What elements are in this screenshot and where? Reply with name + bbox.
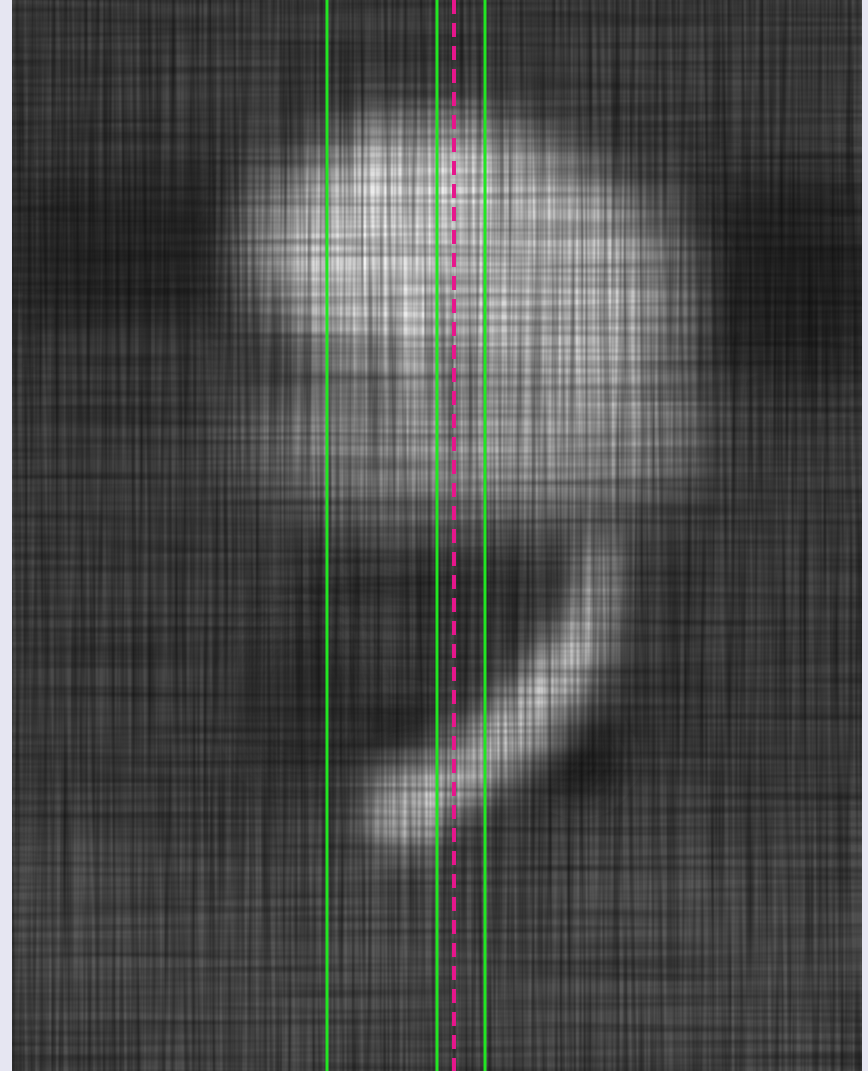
photo: [12, 0, 862, 1071]
overlay-lines: [325, 0, 487, 1071]
